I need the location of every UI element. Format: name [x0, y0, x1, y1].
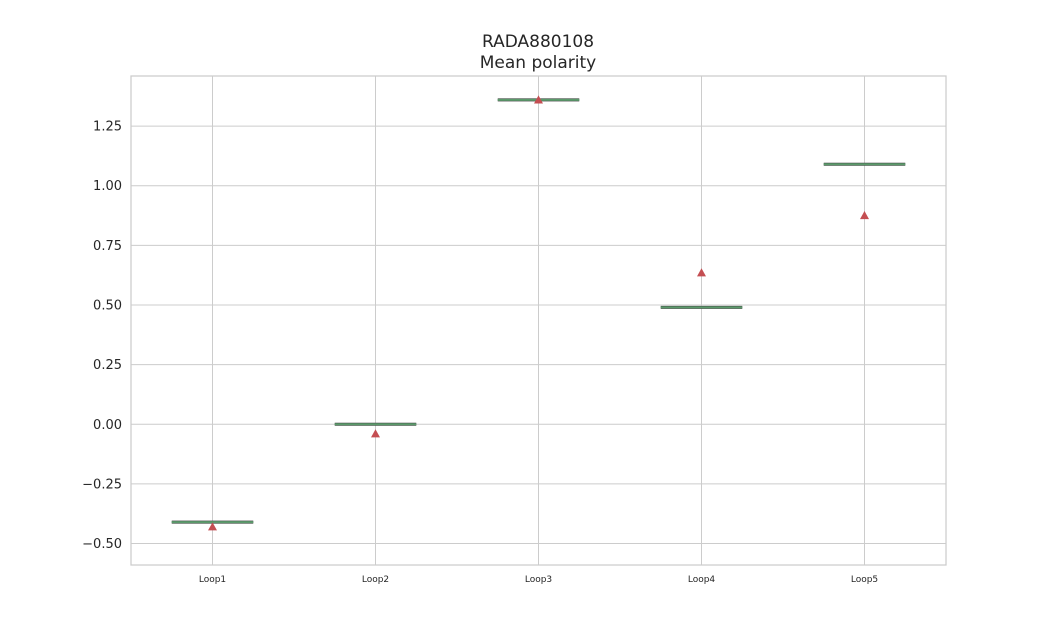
y-tick-label: 1.00 — [93, 179, 122, 194]
grid-layer — [131, 76, 946, 565]
y-tick-label: 0.75 — [93, 239, 122, 254]
mean-markers — [208, 95, 869, 531]
chart-title: RADA880108 — [482, 32, 594, 52]
y-tick-label: 0.00 — [93, 418, 122, 433]
y-tick-label: 0.25 — [93, 358, 122, 373]
x-tick-label: Loop5 — [851, 575, 878, 585]
y-tick-label: −0.50 — [82, 537, 122, 552]
mean-marker-loop4 — [697, 268, 706, 277]
y-tick-labels: −0.50 −0.25 0.00 0.25 0.50 0.75 1.00 1.25 — [82, 120, 122, 552]
x-tick-label: Loop4 — [688, 575, 716, 585]
y-tick-label: 0.50 — [93, 298, 122, 313]
x-tick-label: Loop1 — [199, 575, 226, 585]
mean-marker-loop5 — [860, 211, 869, 220]
x-tick-label: Loop3 — [525, 575, 552, 585]
mean-marker-loop1 — [208, 522, 217, 531]
y-tick-label: −0.25 — [82, 477, 122, 492]
chart-subtitle: Mean polarity — [480, 53, 597, 73]
y-tick-label: 1.25 — [93, 120, 122, 135]
x-tick-labels: Loop1 Loop2 Loop3 Loop4 Loop5 — [199, 575, 878, 585]
mean-marker-loop3 — [534, 95, 543, 104]
x-tick-label: Loop2 — [362, 575, 389, 585]
axes-frame — [130, 75, 947, 566]
mean-marker-loop2 — [371, 429, 380, 438]
